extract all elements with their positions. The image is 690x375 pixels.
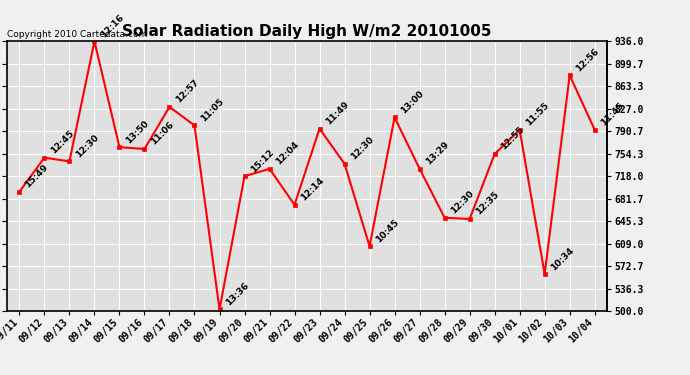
Text: 12:57: 12:57 xyxy=(174,78,200,105)
Text: 15:49: 15:49 xyxy=(23,163,50,190)
Text: 11:49: 11:49 xyxy=(324,100,351,126)
Text: 13:50: 13:50 xyxy=(124,118,150,145)
Text: 10:45: 10:45 xyxy=(374,217,400,244)
Text: 12:14: 12:14 xyxy=(299,176,326,203)
Text: 13:29: 13:29 xyxy=(424,140,451,166)
Text: 12:30: 12:30 xyxy=(74,133,100,159)
Text: 12:30: 12:30 xyxy=(448,189,475,216)
Title: Solar Radiation Daily High W/m2 20101005: Solar Radiation Daily High W/m2 20101005 xyxy=(122,24,492,39)
Text: 12:35: 12:35 xyxy=(474,190,500,217)
Text: 12:56: 12:56 xyxy=(574,46,600,73)
Text: 12:04: 12:04 xyxy=(274,140,300,166)
Text: 11:45: 11:45 xyxy=(599,101,626,128)
Text: 11:05: 11:05 xyxy=(199,97,225,123)
Text: 12:45: 12:45 xyxy=(48,129,75,156)
Text: 12:30: 12:30 xyxy=(348,135,375,162)
Text: 11:55: 11:55 xyxy=(524,101,551,128)
Text: 13:36: 13:36 xyxy=(224,280,250,307)
Text: Copyright 2010 Cartedata.com: Copyright 2010 Cartedata.com xyxy=(7,30,147,39)
Text: 11:06: 11:06 xyxy=(148,120,175,147)
Text: 12:16: 12:16 xyxy=(99,12,125,39)
Text: 10:34: 10:34 xyxy=(549,245,575,272)
Text: 12:55: 12:55 xyxy=(499,125,525,152)
Text: 15:12: 15:12 xyxy=(248,147,275,174)
Text: 13:00: 13:00 xyxy=(399,89,425,115)
